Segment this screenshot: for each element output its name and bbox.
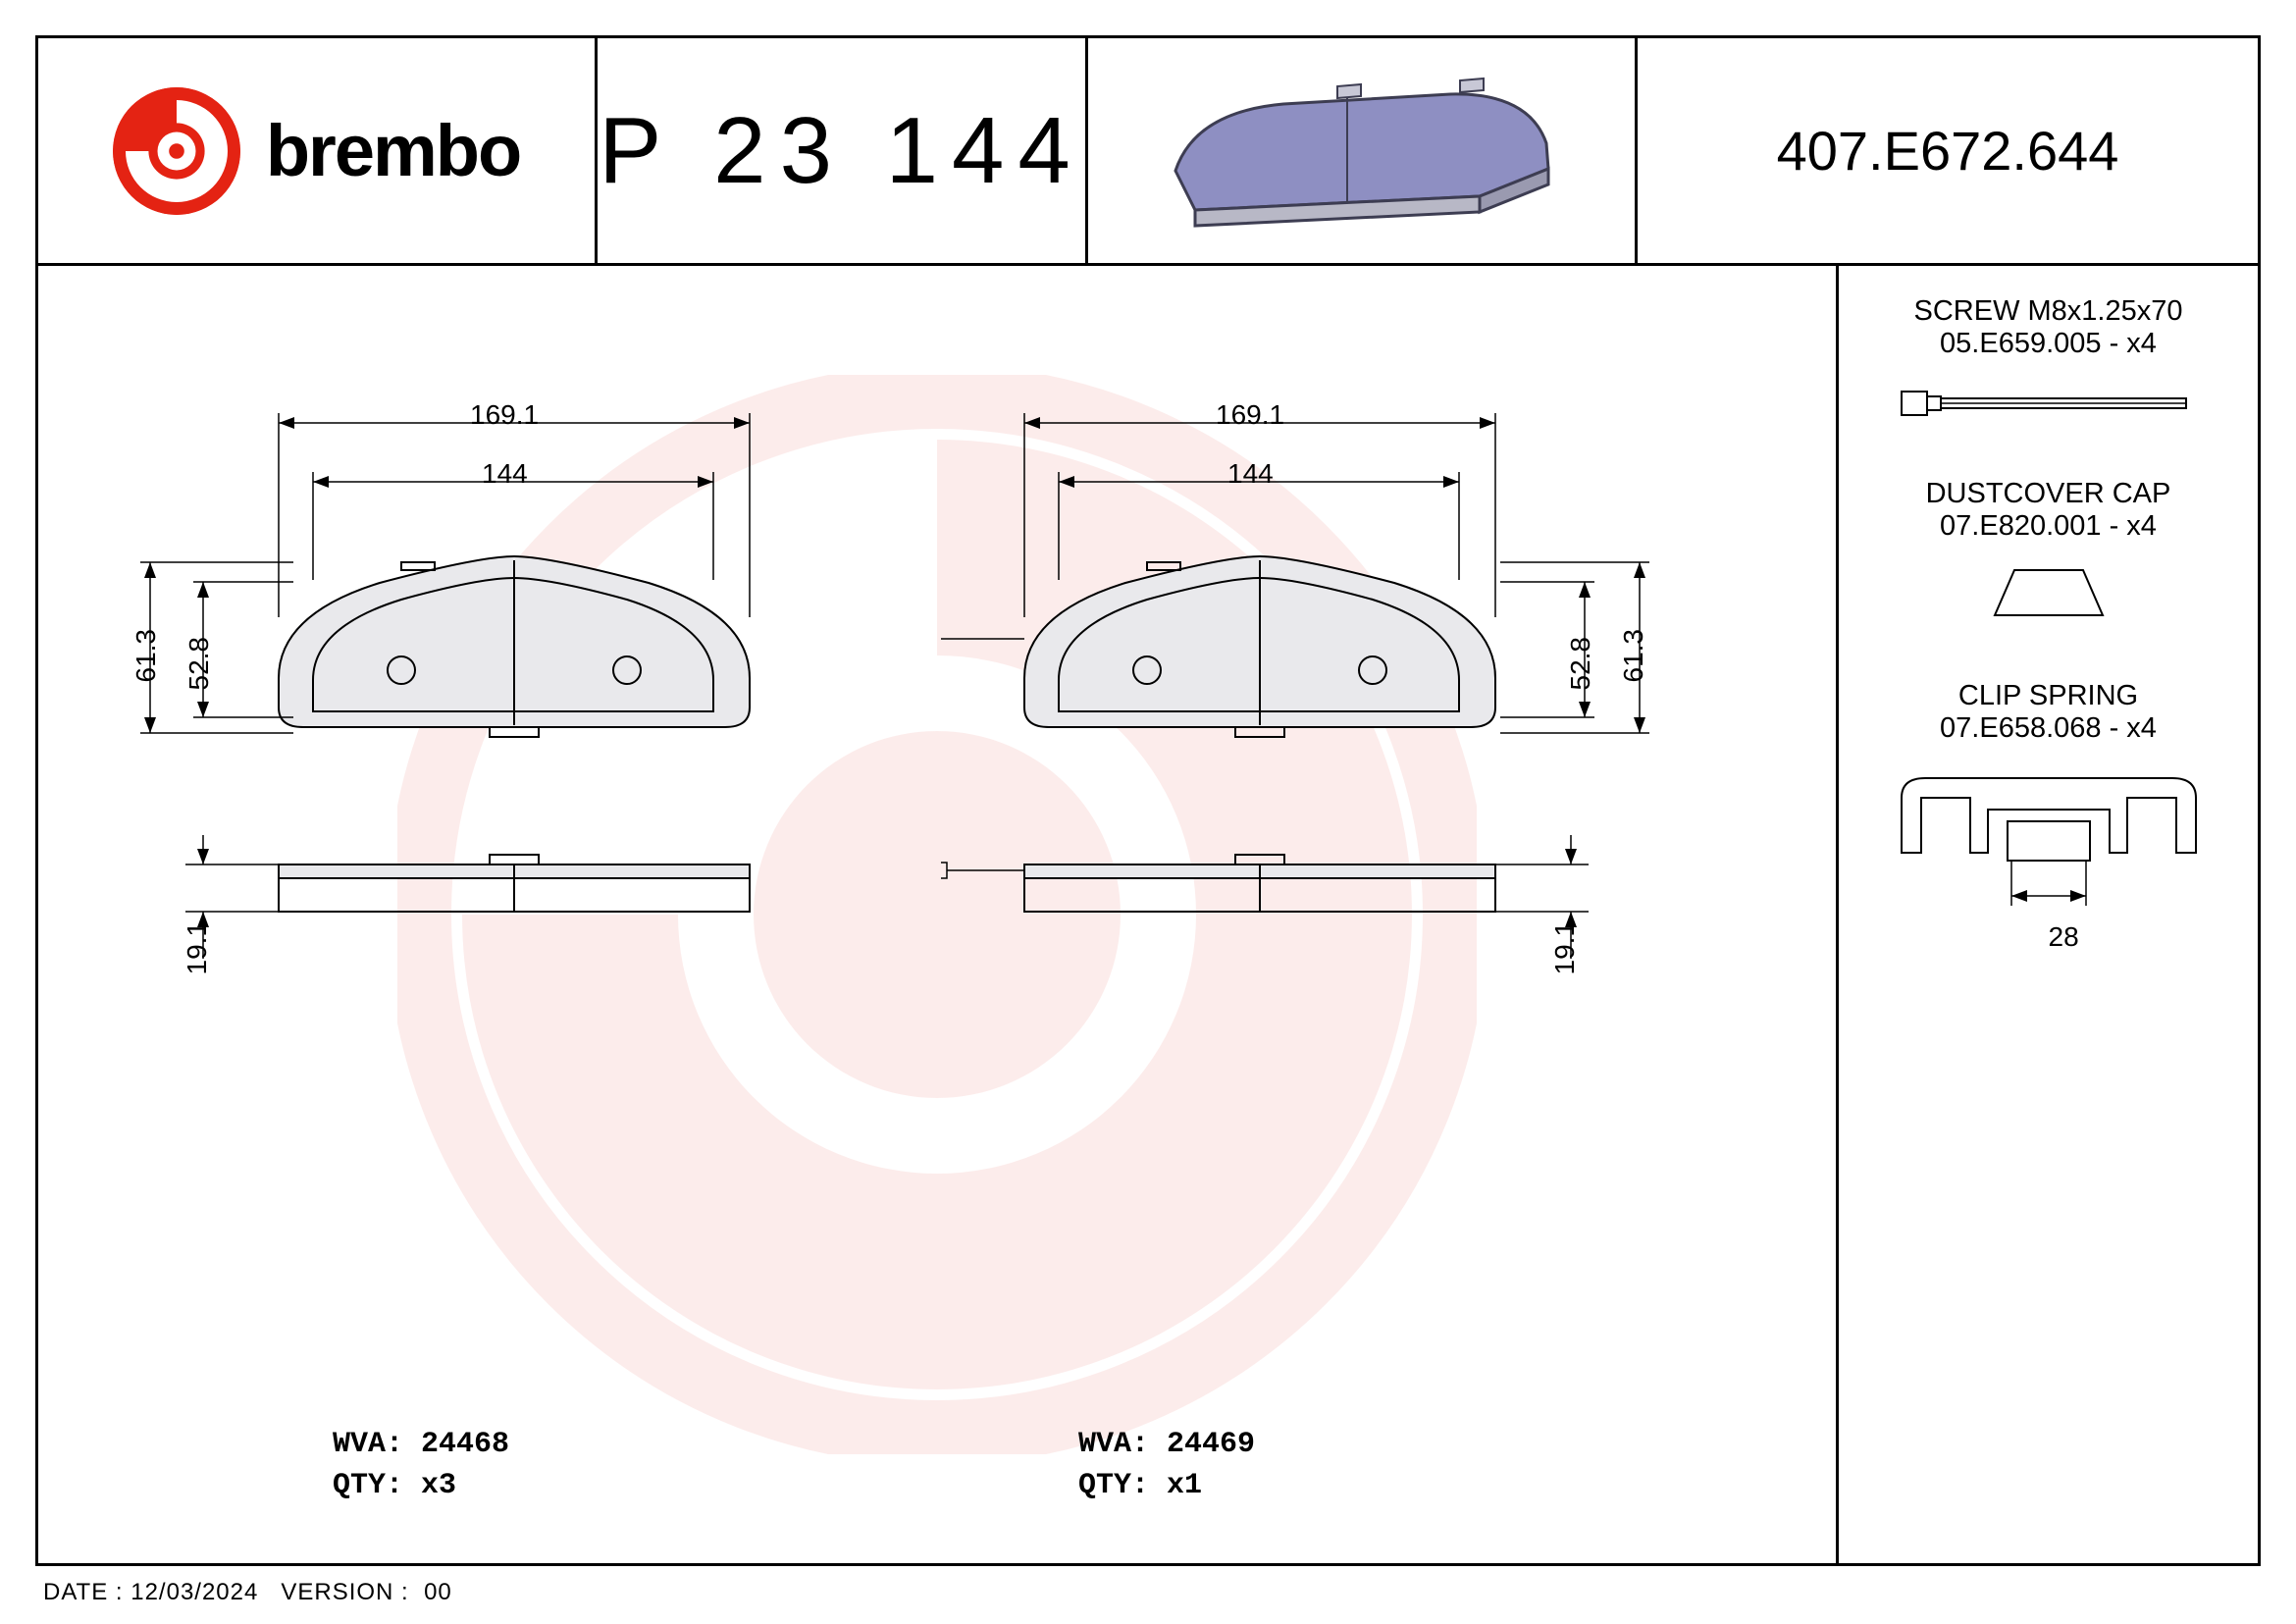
dim-left-width-friction: 144 xyxy=(482,458,528,490)
clip-dim: 28 xyxy=(2049,921,2079,953)
cap-title: DUSTCOVER CAP xyxy=(1858,478,2238,510)
accessory-panel: SCREW M8x1.25x70 05.E659.005 - x4 DUSTCO… xyxy=(1836,266,2258,1563)
side-item-clip: CLIP SPRING 07.E658.068 - x4 28 xyxy=(1858,680,2238,965)
dim-right-width-overall: 169.1 xyxy=(1216,399,1284,431)
wva-label: WVA: xyxy=(1078,1428,1167,1461)
right-wva-block: WVA: 24469 QTY: x1 xyxy=(1078,1424,1255,1506)
left-pad-side-view xyxy=(127,835,813,982)
left-wva: 24468 xyxy=(421,1428,509,1461)
header-row: brembo P 23 144 407.E672.644 xyxy=(38,38,2258,266)
brembo-logo-icon xyxy=(113,87,240,215)
clip-title: CLIP SPRING xyxy=(1858,680,2238,712)
qty-label: QTY: xyxy=(1078,1469,1167,1502)
brake-pad-3d-icon xyxy=(1136,53,1588,249)
wva-label: WVA: xyxy=(333,1428,421,1461)
footer-date: 12/03/2024 xyxy=(130,1579,258,1605)
kit-code-cell: 407.E672.644 xyxy=(1638,38,2258,263)
left-qty: x3 xyxy=(421,1469,456,1502)
left-height-dim-lines xyxy=(97,550,293,766)
dim-right-width-friction: 144 xyxy=(1227,458,1274,490)
screw-icon xyxy=(1892,374,2206,433)
part-number: P 23 144 xyxy=(599,97,1084,205)
left-wva-block: WVA: 24468 QTY: x3 xyxy=(333,1424,509,1506)
drawing-area: 169.1 144 61.3 52.8 xyxy=(38,266,1836,1563)
dim-left-thickness: 19.1 xyxy=(182,921,213,975)
right-qty: x1 xyxy=(1167,1469,1202,1502)
footer: DATE : 12/03/2024 VERSION : 00 xyxy=(43,1579,452,1606)
dim-left-width-overall: 169.1 xyxy=(470,399,539,431)
side-item-screw: SCREW M8x1.25x70 05.E659.005 - x4 xyxy=(1858,295,2238,433)
right-wva: 24469 xyxy=(1167,1428,1255,1461)
kit-code: 407.E672.644 xyxy=(1777,119,2119,183)
cap-code: 07.E820.001 - x4 xyxy=(1858,510,2238,543)
qty-label: QTY: xyxy=(333,1469,421,1502)
clip-code: 07.E658.068 - x4 xyxy=(1858,712,2238,745)
side-item-cap: DUSTCOVER CAP 07.E820.001 - x4 xyxy=(1858,478,2238,635)
dustcap-icon xyxy=(1975,556,2122,635)
footer-version: 00 xyxy=(424,1579,452,1605)
screw-code: 05.E659.005 - x4 xyxy=(1858,328,2238,360)
dim-right-thickness: 19.1 xyxy=(1549,921,1581,975)
brand-cell: brembo xyxy=(38,38,598,263)
screw-title: SCREW M8x1.25x70 xyxy=(1858,295,2238,328)
part-number-cell: P 23 144 xyxy=(598,38,1088,263)
right-height-dim-lines xyxy=(1500,550,1696,766)
footer-version-label: VERSION : xyxy=(266,1579,424,1605)
render-cell xyxy=(1088,38,1638,263)
footer-date-label: DATE : xyxy=(43,1579,130,1605)
brand-name: brembo xyxy=(266,109,520,192)
